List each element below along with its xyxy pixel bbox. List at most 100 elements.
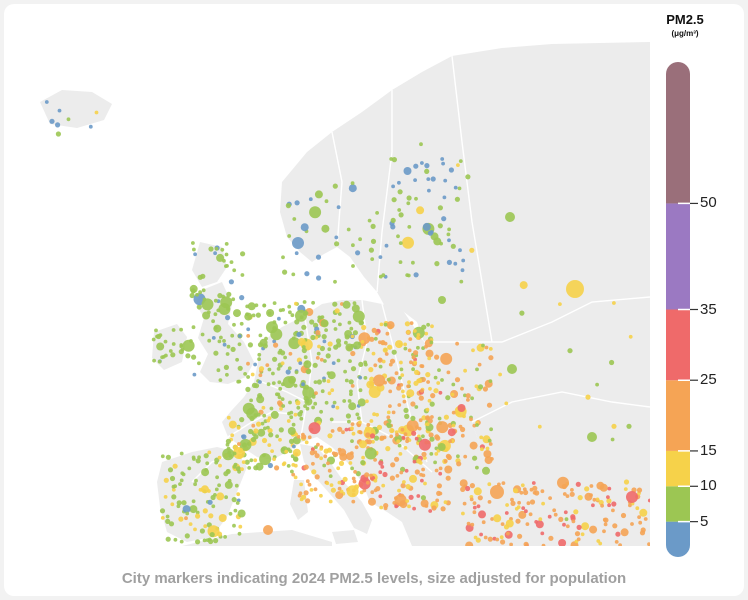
europe-pm25-map [32,42,650,546]
legend-band-50-70 [666,62,690,204]
city-marker [256,421,262,427]
city-marker [410,401,416,407]
city-marker [366,347,370,352]
city-marker [224,495,229,500]
city-marker [351,431,356,436]
city-marker [626,423,632,429]
city-marker [278,386,283,391]
land-greece-balkans-turkey [432,467,650,546]
city-marker [403,432,408,437]
city-marker [292,444,296,449]
city-marker [262,413,267,418]
city-marker [378,255,383,259]
city-marker [403,446,408,450]
city-marker [320,389,325,394]
city-marker [201,468,210,477]
city-marker [322,463,327,468]
city-marker [277,316,281,321]
city-marker [407,225,412,229]
city-marker [314,391,318,395]
city-marker [610,437,615,442]
city-marker [435,498,440,503]
city-marker [152,358,156,363]
city-marker [163,339,168,344]
city-marker [367,218,372,223]
city-marker [440,506,446,512]
city-marker [203,453,209,459]
city-marker [396,439,401,444]
city-marker [303,404,307,408]
city-marker [163,477,169,483]
city-marker [573,509,579,515]
city-marker [377,357,383,363]
city-marker-large [505,212,515,222]
city-marker [379,322,384,327]
city-marker [388,404,392,408]
city-marker [406,389,415,398]
city-marker [421,346,425,350]
city-marker [298,491,303,496]
city-marker [482,386,488,392]
city-marker [506,531,510,536]
city-marker [345,452,354,461]
city-marker [277,395,282,400]
city-marker [267,428,273,434]
city-marker [540,489,545,494]
city-marker [397,488,401,493]
city-marker [305,498,311,504]
city-marker [401,435,406,440]
city-marker [416,494,421,498]
city-marker [334,235,339,240]
city-marker [163,495,168,499]
city-marker [184,533,190,539]
city-marker [421,324,427,330]
country-borders [191,55,650,483]
city-marker [232,465,237,469]
city-marker [397,403,402,407]
city-marker [240,251,246,257]
city-marker [391,184,395,189]
city-marker [535,520,544,529]
city-marker [414,369,420,375]
city-marker [191,499,196,504]
city-marker [473,535,478,540]
city-marker [341,430,345,435]
city-marker [225,352,230,356]
city-marker [364,447,377,460]
city-marker [198,290,203,295]
city-marker [185,353,191,359]
city-marker [386,321,395,330]
city-marker [216,492,225,501]
city-marker [329,483,334,487]
city-marker [235,357,240,362]
city-marker [465,174,471,180]
city-marker [437,205,443,211]
city-marker [479,532,483,537]
city-marker [375,211,379,215]
city-marker [282,461,287,466]
city-marker [570,488,574,492]
city-marker [475,367,479,372]
city-marker [401,389,405,394]
city-marker [514,506,519,511]
city-marker [612,523,618,529]
city-marker [460,486,466,492]
city-marker-large [587,432,597,442]
city-marker [226,415,231,420]
land-iceland [40,90,112,128]
city-marker [384,352,389,356]
city-marker [350,466,354,471]
city-marker [293,475,298,480]
legend-tick-label: 5 [700,512,709,530]
city-marker [171,342,176,346]
city-marker [416,333,421,337]
city-marker [407,348,412,353]
city-marker [385,446,391,452]
city-marker [326,447,333,453]
city-marker [305,369,311,375]
city-marker [190,288,196,294]
city-marker [427,356,432,361]
city-marker [200,485,209,494]
city-marker [405,499,410,503]
city-marker [404,413,410,419]
